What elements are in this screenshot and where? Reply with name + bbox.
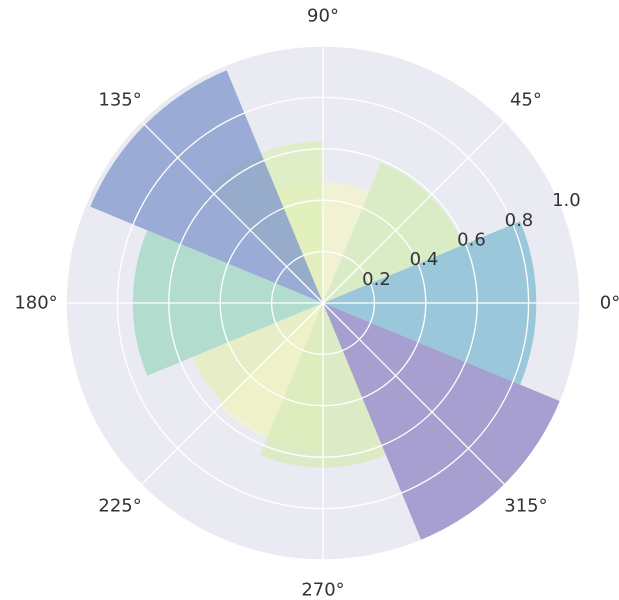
r-tick-label-0: 0.2 — [362, 269, 391, 290]
theta-tick-label-3: 135° — [98, 90, 141, 111]
grid-layer — [65, 45, 581, 561]
r-tick-label-3: 0.8 — [505, 210, 534, 231]
theta-tick-label-5: 225° — [98, 495, 141, 516]
theta-tick-label-0: 0° — [600, 293, 619, 314]
theta-tick-label-4: 180° — [14, 293, 57, 314]
r-tick-label-1: 0.4 — [410, 249, 439, 270]
theta-grid-line-5 — [140, 302, 324, 486]
theta-tick-label-6: 270° — [301, 580, 344, 600]
labels-layer: 0° 45° 90° 135° 180° 225° 270° 315° 0.2 0.4 0.6 0.8… — [14, 6, 619, 600]
theta-grid-line-1 — [322, 120, 506, 304]
theta-tick-label-2: 90° — [307, 6, 339, 27]
theta-grid-line-7 — [322, 302, 506, 486]
r-tick-label-2: 0.6 — [457, 229, 486, 250]
theta-tick-label-7: 315° — [504, 495, 547, 516]
r-tick-label-4: 1.0 — [552, 190, 581, 211]
theta-grid-line-3 — [140, 120, 324, 304]
theta-tick-label-1: 45° — [510, 90, 542, 111]
